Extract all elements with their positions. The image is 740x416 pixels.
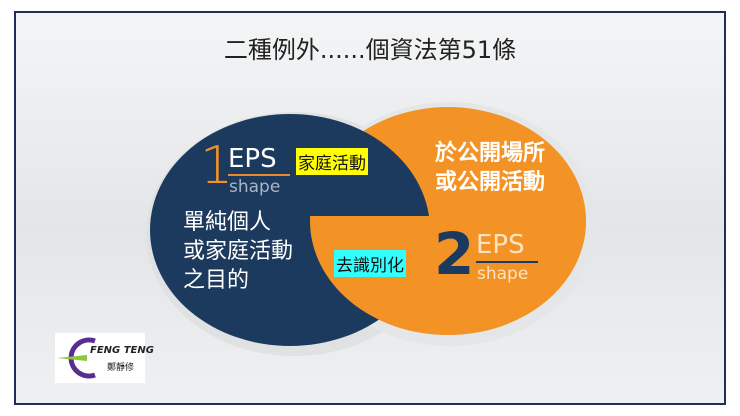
shape-label-1: shape xyxy=(229,177,281,197)
right-text-1: 於公開場所 xyxy=(435,141,546,166)
slide-title: 二種例外......個資法第51條 xyxy=(223,36,517,64)
logo-name: FENG TENG xyxy=(90,345,154,356)
number-two: 2 xyxy=(434,220,475,288)
family-activity-label: 家庭活動 xyxy=(296,148,368,175)
deidentification-label: 去識別化 xyxy=(334,250,406,277)
left-text-2: 或家庭活動 xyxy=(183,239,294,264)
eps-label-1: EPS xyxy=(228,144,277,174)
number-one: 1 xyxy=(200,136,234,196)
shape-label-2: shape xyxy=(477,264,529,284)
right-text-2: 或公開活動 xyxy=(435,170,546,195)
logo-sub: 鄭靜修 xyxy=(107,363,135,373)
eps-label-2: EPS xyxy=(476,230,525,260)
feng-teng-logo: FENG TENG 鄭靜修 xyxy=(55,333,154,383)
left-text-3: 之目的 xyxy=(183,268,250,293)
left-text-1: 單純個人 xyxy=(183,210,272,235)
right-circle-overlap xyxy=(310,216,586,335)
logo-swoosh-icon xyxy=(57,337,96,379)
